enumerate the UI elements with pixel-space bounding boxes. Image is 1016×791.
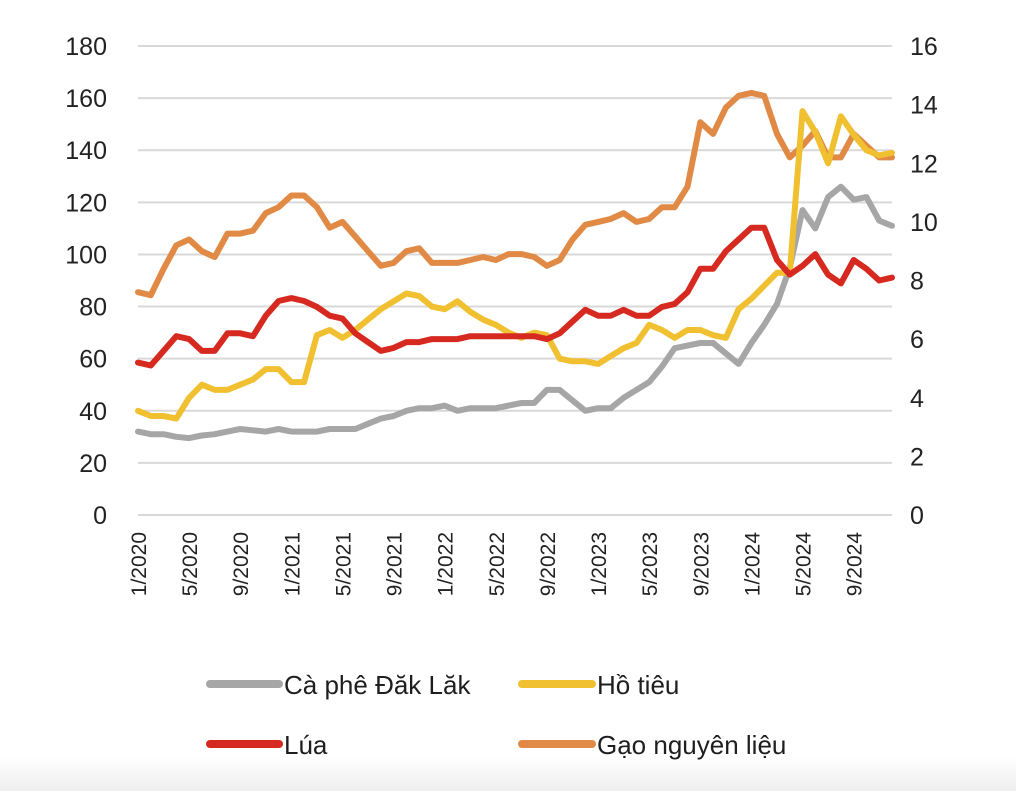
bottom-fade bbox=[0, 756, 1016, 791]
legend-label-lua: Lúa bbox=[284, 730, 328, 760]
y-tick-left: 20 bbox=[79, 450, 107, 478]
y-tick-right: 14 bbox=[910, 92, 938, 120]
x-tick-label: 1/2022 bbox=[435, 532, 458, 596]
x-tick-label: 9/2021 bbox=[384, 532, 407, 596]
x-tick-label: 1/2023 bbox=[588, 532, 611, 596]
x-tick-label: 9/2023 bbox=[690, 532, 713, 596]
y-tick-right: 2 bbox=[910, 443, 924, 471]
x-tick-label: 1/2021 bbox=[281, 532, 304, 596]
legend: Cà phê Đăk Lăk Hồ tiêu Lúa Gạo nguyên li… bbox=[206, 670, 786, 760]
series-line-3 bbox=[135, 89, 895, 299]
x-axis: 1/2020 5/2020 9/2020 1/2021 5/2021 9/2021 1/20… bbox=[128, 532, 867, 597]
gridlines bbox=[138, 45, 892, 516]
y-axis-left: 0 20 40 60 80 100 120 140 160 180 bbox=[65, 33, 107, 530]
y-tick-right: 10 bbox=[910, 209, 938, 237]
legend-label-ho-tieu: Hồ tiêu bbox=[597, 670, 679, 700]
legend-item-gao: Gạo nguyên liệu bbox=[518, 730, 786, 760]
y-tick-right: 0 bbox=[910, 502, 924, 530]
x-tick-label: 5/2020 bbox=[179, 532, 202, 596]
x-tick-label: 1/2020 bbox=[128, 532, 151, 596]
y-tick-left: 60 bbox=[79, 346, 107, 374]
y-tick-left: 40 bbox=[79, 398, 107, 426]
x-tick-label: 5/2021 bbox=[333, 532, 356, 596]
x-tick-label: 9/2024 bbox=[844, 532, 867, 597]
legend-label-ca-phe: Cà phê Đăk Lăk bbox=[284, 670, 471, 700]
x-tick-label: 1/2024 bbox=[741, 532, 764, 597]
legend-item-ca-phe: Cà phê Đăk Lăk bbox=[206, 670, 471, 700]
x-tick-label: 5/2023 bbox=[639, 532, 662, 596]
y-tick-right: 6 bbox=[910, 326, 924, 354]
y-tick-left: 0 bbox=[93, 502, 107, 530]
series-line-0 bbox=[135, 183, 895, 442]
y-tick-right: 8 bbox=[910, 268, 924, 296]
y-tick-left: 180 bbox=[65, 33, 107, 61]
y-tick-right: 16 bbox=[910, 33, 938, 61]
y-tick-left: 160 bbox=[65, 85, 107, 113]
series-line-2 bbox=[135, 224, 895, 369]
y-tick-right: 12 bbox=[910, 150, 938, 178]
series-layer bbox=[135, 89, 895, 442]
y-tick-left: 120 bbox=[65, 189, 107, 217]
x-tick-label: 9/2022 bbox=[537, 532, 560, 596]
y-tick-left: 100 bbox=[65, 241, 107, 269]
legend-label-gao: Gạo nguyên liệu bbox=[597, 730, 786, 760]
y-tick-right: 4 bbox=[910, 385, 924, 413]
x-tick-label: 5/2022 bbox=[486, 532, 509, 596]
x-tick-label: 9/2020 bbox=[230, 532, 253, 596]
x-tick-label: 5/2024 bbox=[793, 532, 816, 597]
y-axis-right: 0 2 4 6 8 10 12 14 16 bbox=[910, 33, 938, 530]
legend-item-lua: Lúa bbox=[206, 730, 328, 760]
y-tick-left: 80 bbox=[79, 294, 107, 322]
y-tick-left: 140 bbox=[65, 137, 107, 165]
legend-item-ho-tieu: Hồ tiêu bbox=[518, 670, 679, 700]
